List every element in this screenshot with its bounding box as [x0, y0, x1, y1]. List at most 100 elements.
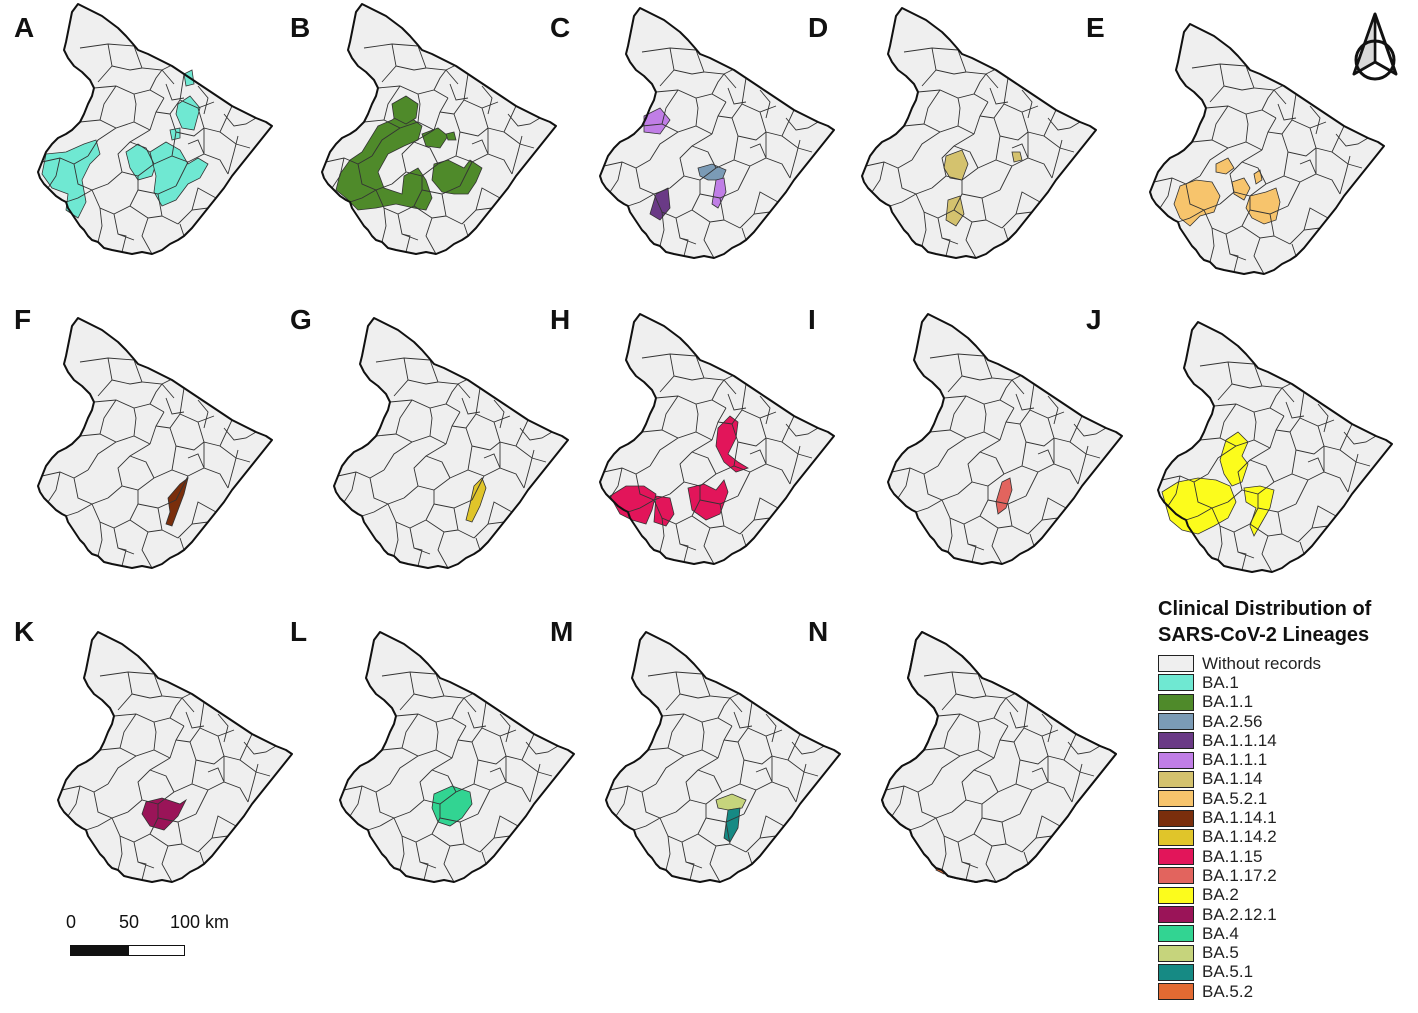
legend-swatch	[1158, 732, 1194, 750]
boundary-line	[133, 359, 175, 399]
state-outline	[1149, 23, 1385, 275]
state-outline	[605, 631, 841, 883]
boundary-line	[369, 477, 405, 505]
state-outline	[339, 631, 575, 883]
boundary-line	[1025, 437, 1055, 447]
municipality-BA-5-2-1	[1253, 169, 1263, 185]
legend-swatch	[1158, 790, 1194, 808]
boundary-line	[733, 711, 753, 729]
boundary-line	[437, 531, 449, 568]
boundary-line	[957, 473, 1005, 495]
boundary-line	[1217, 525, 1223, 561]
legend-label: BA.5.1	[1202, 962, 1254, 982]
boundary-line	[111, 817, 151, 843]
boundary-line	[983, 403, 987, 433]
boundary-line	[1009, 711, 1029, 729]
legend-swatch	[1158, 963, 1194, 981]
boundary-line	[1185, 507, 1213, 521]
boundary-line	[659, 517, 665, 553]
municipal-boundaries	[603, 47, 819, 258]
boundary-line	[165, 83, 185, 101]
legend-item: BA.1.1.1	[1158, 750, 1414, 769]
legend-item: BA.4	[1158, 924, 1414, 943]
boundary-line	[609, 783, 657, 793]
legend-item: BA.2.56	[1158, 712, 1414, 731]
boundary-line	[1177, 209, 1205, 223]
municipality-BA-4	[431, 785, 473, 827]
boundary-line	[481, 851, 487, 865]
boundary-line	[1261, 535, 1273, 572]
boundary-line	[337, 469, 385, 479]
boundary-line	[433, 69, 447, 91]
map-extra	[881, 631, 1117, 883]
boundary-line	[741, 533, 747, 547]
map-d	[861, 7, 1097, 259]
legend-label: BA.2.12.1	[1202, 904, 1277, 924]
panel-letter-c: C	[550, 12, 571, 43]
panel-letter-l: L	[290, 616, 308, 647]
legend-label: BA.5.2.1	[1202, 788, 1268, 808]
boundary-line	[1015, 191, 1041, 215]
boundary-line	[349, 785, 363, 817]
boundary-line	[155, 111, 171, 115]
boundary-line	[973, 73, 987, 95]
municipal-boundaries	[1161, 361, 1377, 572]
boundary-line	[635, 167, 671, 195]
boundary-line	[679, 693, 711, 699]
boundary-line	[1029, 533, 1035, 547]
boundary-line	[191, 501, 217, 525]
boundary-line	[1031, 781, 1073, 803]
legend-title: Clinical Distribution of SARS-CoV-2 Line…	[1158, 596, 1414, 648]
boundary-line	[669, 167, 717, 189]
boundary-line	[1041, 713, 1053, 743]
state-outline	[599, 7, 835, 259]
boundary-line	[917, 791, 953, 819]
map-j	[1157, 321, 1393, 573]
boundary-line	[743, 755, 773, 765]
legend-item: BA.1.15	[1158, 847, 1414, 866]
boundary-line	[967, 439, 1001, 483]
boundary-line	[387, 503, 427, 529]
legend-item: BA.1.14.1	[1158, 808, 1414, 827]
legend-label: BA.4	[1202, 923, 1239, 943]
boundary-line	[749, 463, 791, 485]
boundary-line	[475, 537, 481, 551]
legend-label: BA.5.2	[1202, 981, 1254, 1001]
boundary-line	[989, 87, 1009, 105]
boundary-line	[737, 165, 751, 191]
boundary-line	[923, 89, 941, 125]
boundary-line	[247, 763, 259, 803]
boundary-line	[131, 693, 163, 699]
boundary-line	[187, 139, 205, 155]
boundary-line	[649, 131, 679, 161]
boundary-line	[669, 473, 717, 495]
boundary-line	[921, 211, 927, 247]
boundary-line	[1199, 147, 1229, 177]
boundary-line	[655, 755, 685, 785]
boundary-line	[141, 217, 153, 254]
boundary-line	[129, 141, 155, 165]
boundary-line	[107, 477, 155, 499]
boundary-line	[999, 379, 1013, 401]
boundary-line	[673, 375, 705, 381]
boundary-line	[1219, 403, 1237, 439]
boundary-line	[435, 721, 439, 751]
boundary-line	[403, 477, 451, 499]
boundary-line	[1317, 403, 1329, 433]
boundary-line	[41, 155, 89, 165]
boundary-line	[199, 851, 205, 865]
boundary-line	[1011, 143, 1029, 159]
boundary-line	[435, 673, 477, 713]
north-arrow-icon	[1352, 12, 1398, 81]
boundary-line	[343, 471, 357, 503]
boundary-line	[179, 537, 185, 551]
boundary-line	[91, 503, 131, 529]
boundary-line	[217, 733, 253, 761]
boundary-line	[449, 83, 469, 101]
municipality-BA-5	[715, 793, 747, 811]
legend-label: Without records	[1202, 653, 1322, 673]
boundary-line	[1019, 755, 1049, 765]
boundary-line	[1047, 117, 1081, 131]
boundary-line	[1303, 207, 1329, 231]
boundary-line	[1021, 109, 1057, 137]
